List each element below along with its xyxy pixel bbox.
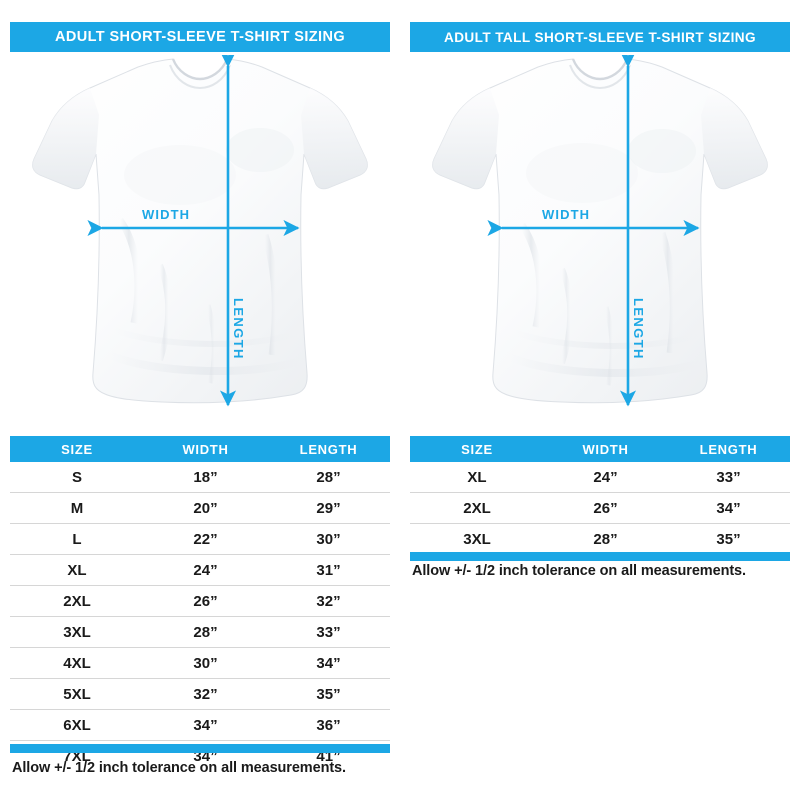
width-dimension-label-right: WIDTH (542, 207, 591, 222)
cell-size: M (10, 492, 144, 524)
cell-size: 3XL (10, 616, 144, 648)
cell-length: 28” (267, 462, 390, 493)
cell-length: 34” (267, 647, 390, 679)
cell-width: 32” (144, 678, 267, 710)
cell-size: XL (10, 554, 144, 586)
column-header-width: WIDTH (544, 436, 667, 462)
cell-width: 28” (544, 523, 667, 554)
table-row: M 20” 29” (10, 492, 390, 524)
table-row: 2XL 26” 32” (10, 585, 390, 617)
cell-size: XL (410, 462, 544, 493)
cell-size: 3XL (410, 523, 544, 554)
cell-size: L (10, 523, 144, 555)
size-table-left: SIZE WIDTH LENGTH S 18” 28” M 20” 29” L (10, 436, 390, 771)
table-footer-bar-left (10, 744, 390, 753)
length-dimension-label-left: LENGTH (231, 298, 246, 360)
cell-length: 34” (667, 492, 790, 524)
panel-title-left: ADULT SHORT-SLEEVE T-SHIRT SIZING (54, 29, 346, 45)
table-row: 4XL 30” 34” (10, 647, 390, 679)
cell-size: 4XL (10, 647, 144, 679)
cell-length: 33” (267, 616, 390, 648)
width-dimension-label-left: WIDTH (142, 207, 191, 222)
column-header-size: SIZE (410, 436, 544, 462)
column-header-width: WIDTH (144, 436, 267, 462)
table-header-row: SIZE WIDTH LENGTH (10, 436, 390, 462)
cell-width: 26” (544, 492, 667, 524)
cell-width: 24” (144, 554, 267, 586)
cell-size: 6XL (10, 709, 144, 741)
cell-length: 33” (667, 462, 790, 493)
table-row: 3XL 28” 35” (410, 523, 790, 554)
tolerance-note-right: Allow +/- 1/2 inch tolerance on all meas… (412, 563, 746, 579)
tshirt-illustration-left (32, 55, 368, 407)
cell-length: 35” (267, 678, 390, 710)
cell-size: 2XL (10, 585, 144, 617)
cell-length: 32” (267, 585, 390, 617)
cell-width: 28” (144, 616, 267, 648)
table-row: L 22” 30” (10, 523, 390, 555)
length-dimension-label-right: LENGTH (631, 298, 646, 360)
column-header-size: SIZE (10, 436, 144, 462)
table-header-row: SIZE WIDTH LENGTH (410, 436, 790, 462)
cell-length: 29” (267, 492, 390, 524)
panel-adult-short-sleeve: ADULT SHORT-SLEEVE T-SHIRT SIZING (10, 0, 400, 800)
cell-width: 18” (144, 462, 267, 493)
cell-length: 31” (267, 554, 390, 586)
cell-width: 30” (144, 647, 267, 679)
column-header-length: LENGTH (267, 436, 390, 462)
cell-width: 24” (544, 462, 667, 493)
cell-length: 36” (267, 709, 390, 741)
cell-width: 34” (144, 709, 267, 741)
panel-adult-tall-short-sleeve: ADULT TALL SHORT-SLEEVE T-SHIRT SIZING (410, 0, 800, 800)
table-row: S 18” 28” (10, 462, 390, 493)
cell-width: 22” (144, 523, 267, 555)
tshirt-diagram-right: WIDTH LENGTH (410, 55, 790, 430)
size-table-right: SIZE WIDTH LENGTH XL 24” 33” 2XL 26” 34”… (410, 436, 790, 554)
cell-width: 26” (144, 585, 267, 617)
cell-size: 5XL (10, 678, 144, 710)
table-row: 3XL 28” 33” (10, 616, 390, 648)
tshirt-diagram-left: WIDTH LENGTH (10, 55, 390, 430)
table-row: 2XL 26” 34” (410, 492, 790, 524)
cell-width: 20” (144, 492, 267, 524)
panel-title-bar-right: ADULT TALL SHORT-SLEEVE T-SHIRT SIZING (410, 22, 790, 52)
table-row: 6XL 34” 36” (10, 709, 390, 741)
table-row: XL 24” 33” (410, 462, 790, 493)
tolerance-note-left: Allow +/- 1/2 inch tolerance on all meas… (12, 760, 346, 776)
cell-size: S (10, 462, 144, 493)
panel-title-right: ADULT TALL SHORT-SLEEVE T-SHIRT SIZING (444, 29, 756, 45)
table-row: XL 24” 31” (10, 554, 390, 586)
column-header-length: LENGTH (667, 436, 790, 462)
panel-title-bar-left: ADULT SHORT-SLEEVE T-SHIRT SIZING (10, 22, 390, 52)
tshirt-illustration-right (432, 55, 768, 407)
cell-length: 35” (667, 523, 790, 554)
table-row: 5XL 32” 35” (10, 678, 390, 710)
cell-length: 30” (267, 523, 390, 555)
table-footer-bar-right (410, 552, 790, 561)
cell-size: 2XL (410, 492, 544, 524)
